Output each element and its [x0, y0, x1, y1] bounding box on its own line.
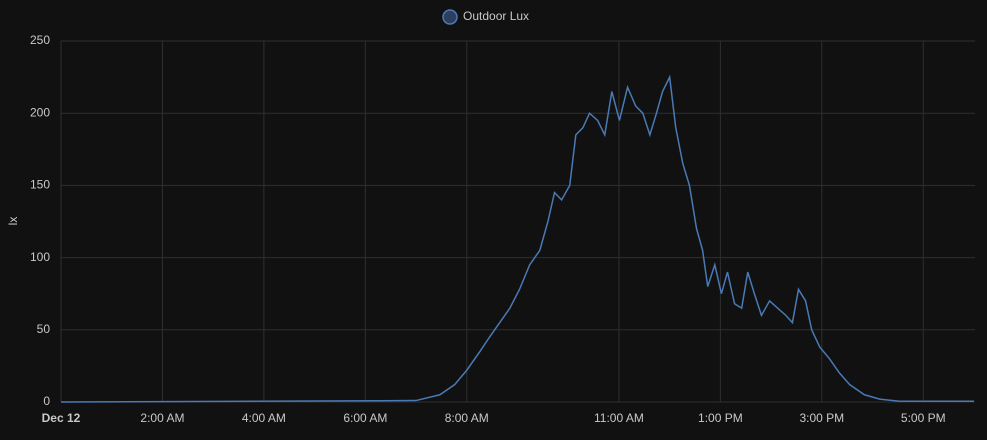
x-tick-label: 4:00 AM: [242, 411, 286, 425]
y-tick-label: 200: [30, 105, 50, 119]
x-tick-label: 1:00 PM: [698, 411, 743, 425]
y-tick-label: 0: [43, 394, 50, 408]
x-tick-label: 8:00 AM: [445, 411, 489, 425]
x-tick-label: 3:00 PM: [799, 411, 844, 425]
x-tick-label: 6:00 AM: [343, 411, 387, 425]
y-tick-label: 100: [30, 250, 50, 264]
x-tick-label: Dec 12: [42, 411, 81, 425]
x-tick-label: 5:00 PM: [901, 411, 946, 425]
x-tick-label: 11:00 AM: [594, 411, 644, 425]
y-tick-label: 50: [37, 322, 51, 336]
legend-swatch[interactable]: [442, 9, 458, 25]
y-tick-label: 150: [30, 178, 50, 192]
legend-label[interactable]: Outdoor Lux: [463, 9, 529, 23]
y-axis-label: lx: [6, 217, 20, 226]
data-line: [60, 74, 974, 403]
x-tick-label: 2:00 AM: [140, 411, 184, 425]
y-tick-label: 250: [30, 33, 50, 47]
